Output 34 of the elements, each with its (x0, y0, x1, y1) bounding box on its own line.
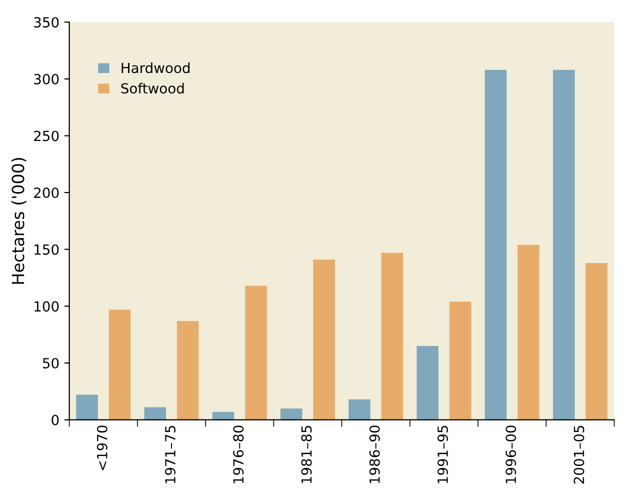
bar (586, 262, 608, 420)
x-tick-label: 1976–80 (233, 426, 244, 484)
y-axis-title: Hectares ('000) (11, 158, 26, 284)
bar (176, 320, 199, 420)
x-tick-label: 1981–85 (301, 426, 312, 484)
legend-label: Softwood (121, 82, 184, 94)
y-tick-label: 350 (34, 17, 59, 28)
bar (108, 310, 131, 420)
bar (348, 399, 370, 420)
x-tick-label: 1996–00 (506, 426, 516, 484)
bar (280, 408, 302, 420)
y-tick-label: 150 (34, 244, 59, 255)
bar (313, 260, 335, 420)
x-tick-label: <1970 (96, 426, 108, 470)
bar (416, 346, 439, 420)
x-tick-label: 2001–05 (574, 426, 584, 484)
y-tick-label: 300 (34, 74, 59, 84)
x-tick-label: 1971–75 (165, 426, 176, 484)
bar (518, 244, 540, 420)
y-tick-label: 200 (34, 188, 59, 198)
bar (484, 70, 507, 420)
y-tick-label: 250 (34, 130, 59, 142)
y-tick-label: 100 (34, 301, 59, 312)
bar (552, 70, 575, 420)
bar (245, 286, 267, 420)
legend-label: Hardwood (122, 62, 190, 74)
bar (144, 407, 166, 420)
y-tick-label: 0 (52, 414, 59, 426)
bar (76, 394, 98, 420)
bar (449, 302, 472, 420)
x-tick-label: 1986–90 (369, 426, 380, 484)
bar (381, 252, 404, 420)
y-tick-label: 50 (42, 358, 59, 368)
x-tick-label: 1991–95 (437, 426, 448, 484)
